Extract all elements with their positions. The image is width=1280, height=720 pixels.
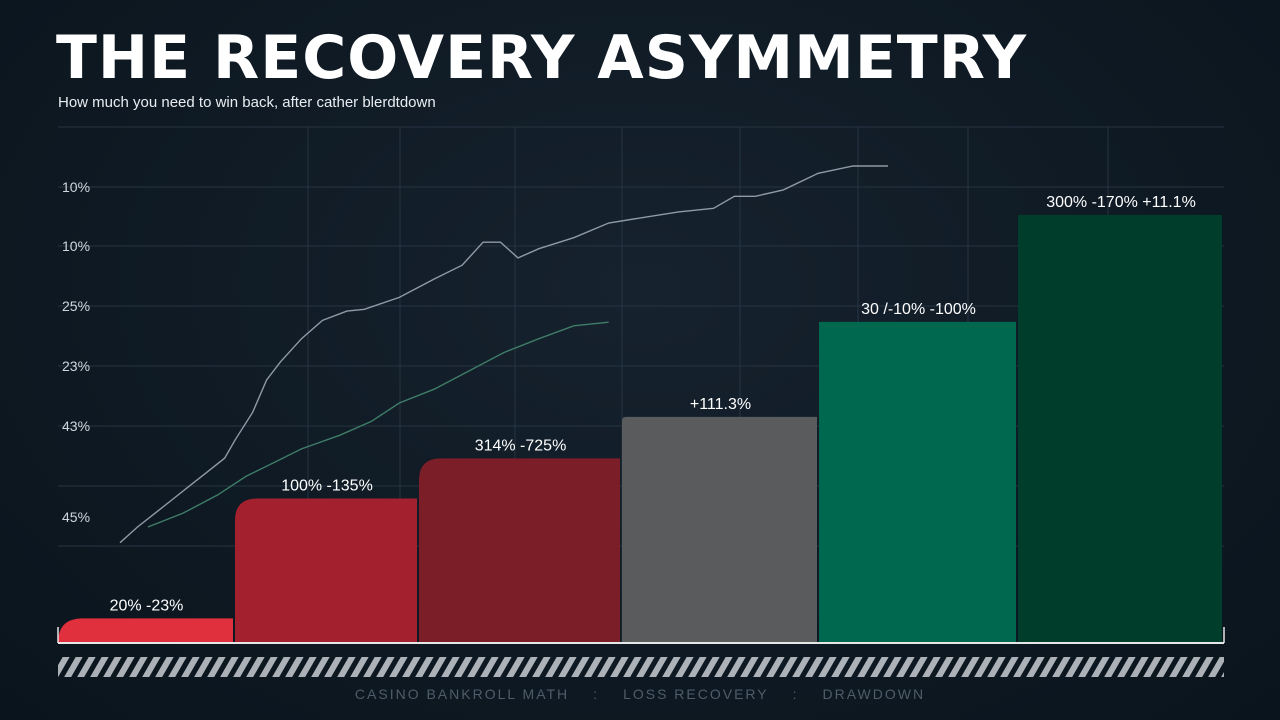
bar-label-5: 30 /-10% -100% <box>861 301 976 318</box>
footer-tag-drawdown: DRAWDOWN <box>822 686 926 702</box>
bar-4 <box>622 416 817 643</box>
y-tick-label: 10% <box>62 238 90 254</box>
footer-tag-recovery: LOSS RECOVERY <box>623 686 769 702</box>
bar-label-1: 20% -23% <box>110 597 184 614</box>
bars <box>58 214 1222 643</box>
chart-title: THE RECOVERY ASYMMETRY <box>56 23 1028 93</box>
x-axis <box>57 627 1225 644</box>
footer-tag-bankroll: CASINO BANKROLL MATH <box>354 686 570 702</box>
y-tick-label: 25% <box>62 298 90 314</box>
y-tick-label: 43% <box>62 418 90 434</box>
hatched-divider <box>58 657 1224 677</box>
bar-1 <box>58 618 233 643</box>
bar-3 <box>419 458 620 643</box>
y-tick-label: 45% <box>62 509 90 525</box>
footer-tags: CASINO BANKROLL MATH: LOSS RECOVERY: DRAWD… <box>0 686 1280 702</box>
bar-label-4: +111.3% <box>690 396 751 413</box>
y-tick-labels: 10% 10% 25% 23% 43% 45% <box>62 179 90 525</box>
bar-label-2: 100% -135% <box>281 478 373 495</box>
footer-separator: : <box>593 686 600 702</box>
overlay-line-2 <box>147 321 609 528</box>
bar-label-3: 314% -725% <box>475 437 567 454</box>
bar-label-6: 300% -170% +11.1% <box>1046 194 1196 211</box>
bar-2 <box>235 498 417 643</box>
footer-separator: : <box>792 686 799 702</box>
overlay-line-1 <box>119 165 888 544</box>
bar-labels: 20% -23% 100% -135% 314% -725% +111.3% 30 /-… <box>110 194 1196 614</box>
chart-subtitle: How much you need to win back, after cat… <box>58 94 436 111</box>
y-tick-label: 10% <box>62 179 90 195</box>
y-tick-label: 23% <box>62 358 90 374</box>
overlay-lines <box>119 165 888 544</box>
bar-5 <box>819 321 1016 643</box>
bar-6 <box>1018 214 1222 643</box>
